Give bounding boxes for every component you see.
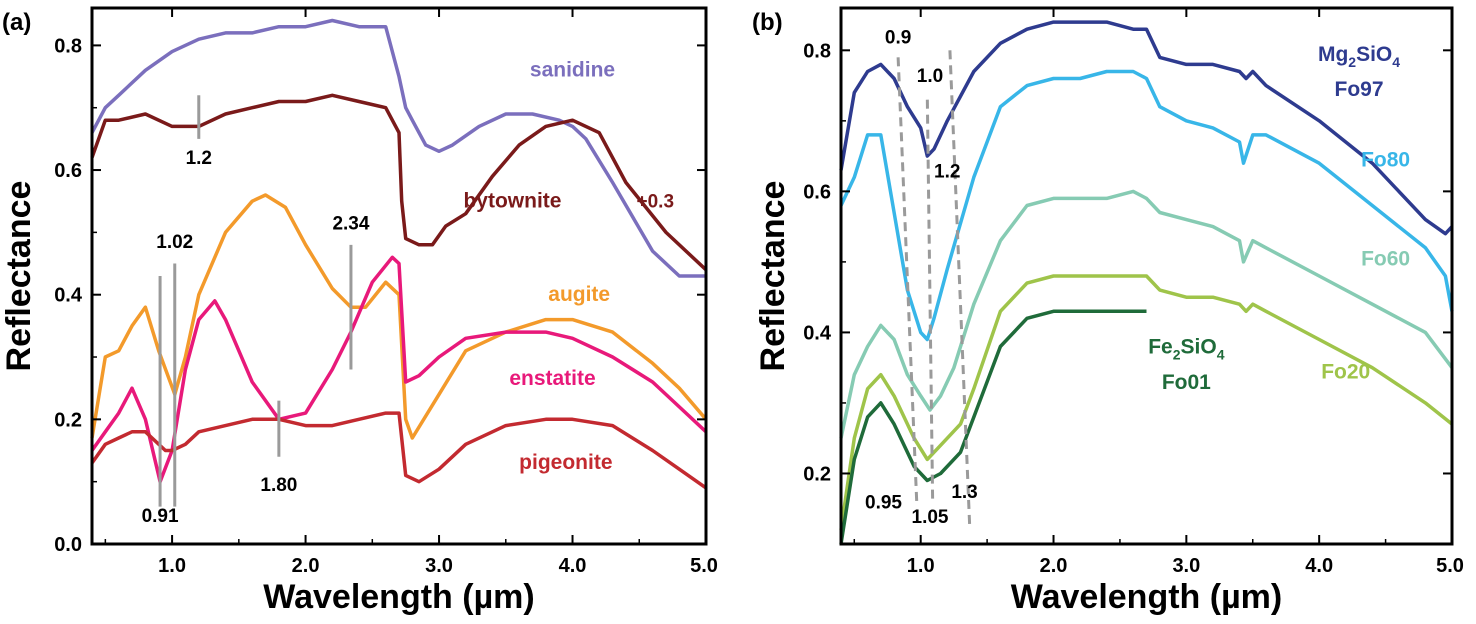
- formula-label: Mg2SiO4: [1318, 43, 1400, 70]
- plot-frame: [839, 6, 1454, 546]
- y-axis-label: Reflectance: [0, 181, 38, 372]
- y-tick-label: 0.4: [803, 322, 832, 344]
- formula-label: Fe2SiO4: [1148, 336, 1225, 363]
- series-label-fo80: Fo80: [1361, 149, 1410, 172]
- band-label: 0.9: [885, 27, 911, 48]
- series-line-sanidine: [90, 18, 706, 278]
- y-tick-label: 0.2: [803, 463, 831, 485]
- band-label: 1.05: [912, 507, 949, 528]
- series-line-augite: [90, 193, 708, 440]
- series-label-fo60: Fo60: [1361, 247, 1410, 270]
- series-label-fo20: Fo20: [1321, 360, 1370, 383]
- y-tick-label: 0.8: [54, 35, 82, 57]
- x-tick-label: 2.0: [292, 555, 320, 577]
- series-line-pigeonite: [90, 411, 708, 490]
- x-tick-label: 2.0: [1040, 555, 1068, 577]
- x-tick-label: 3.0: [425, 555, 453, 577]
- offset-label: +0.3: [637, 191, 675, 212]
- y-tick-label: 0.0: [54, 534, 82, 556]
- y-axis-label: Reflectance: [754, 181, 792, 372]
- band-label: 1.02: [156, 232, 193, 253]
- x-tick-label: 4.0: [559, 555, 587, 577]
- y-tick-label: 0.6: [54, 160, 82, 182]
- band-label: 1.0: [917, 66, 943, 87]
- series-line-fo01: [839, 309, 1147, 545]
- series-label-fo01: Fo01: [1162, 371, 1211, 394]
- x-tick-label: 5.0: [1436, 555, 1464, 577]
- panel-b: 1.0 2.0 3.0 4.0 5.0 0.2 0.4 0.6 0.8 Wavelength (µ…: [752, 6, 1464, 616]
- x-tick-label: 3.0: [1172, 555, 1200, 577]
- x-tick-label: 1.0: [158, 555, 186, 577]
- series-line-fo97: [839, 20, 1454, 236]
- series-label-augite: augite: [548, 283, 610, 306]
- series-line-fo60: [839, 189, 1454, 439]
- band-label: 1.3: [951, 482, 977, 503]
- y-tick-label: 0.4: [54, 285, 83, 307]
- series-label-sanidine: sanidine: [530, 59, 615, 82]
- band-label: 1.80: [260, 475, 297, 496]
- series-line-fo80: [839, 69, 1454, 342]
- panel-label: (a): [2, 9, 31, 36]
- y-tick-label: 0.6: [803, 181, 831, 203]
- band-label: 1.2: [186, 148, 212, 169]
- panel-label: (b): [752, 9, 783, 36]
- x-tick-label: 1.0: [907, 555, 935, 577]
- plot-frame: [90, 6, 708, 546]
- x-axis-label: Wavelength (µm): [1011, 578, 1282, 616]
- x-tick-label: 5.0: [690, 555, 718, 577]
- band-dashed-line: [925, 99, 935, 502]
- series-label-bytownite: bytownite: [463, 189, 561, 212]
- series-line-bytownite: [90, 93, 708, 272]
- series-line-enstatite: [90, 255, 708, 484]
- band-label: 1.2: [934, 161, 960, 182]
- band-label: 0.95: [865, 493, 902, 514]
- panel-a: 1.0 2.0 3.0 4.0 5.0 0.0 0.2 0.4 0.6 0.8 Wavelength…: [0, 6, 718, 616]
- band-label: 2.34: [332, 213, 369, 234]
- band-label: 0.91: [142, 506, 179, 527]
- series-label-pigeonite: pigeonite: [519, 451, 612, 474]
- series-label-fo97: Fo97: [1335, 78, 1384, 101]
- y-tick-label: 0.2: [54, 409, 82, 431]
- y-tick-label: 0.8: [803, 40, 831, 62]
- x-axis-label: Wavelength (µm): [263, 578, 534, 616]
- x-tick-label: 4.0: [1305, 555, 1333, 577]
- series-line-fo20: [839, 274, 1454, 531]
- series-label-enstatite: enstatite: [509, 367, 595, 390]
- band-dashed-line: [948, 50, 972, 530]
